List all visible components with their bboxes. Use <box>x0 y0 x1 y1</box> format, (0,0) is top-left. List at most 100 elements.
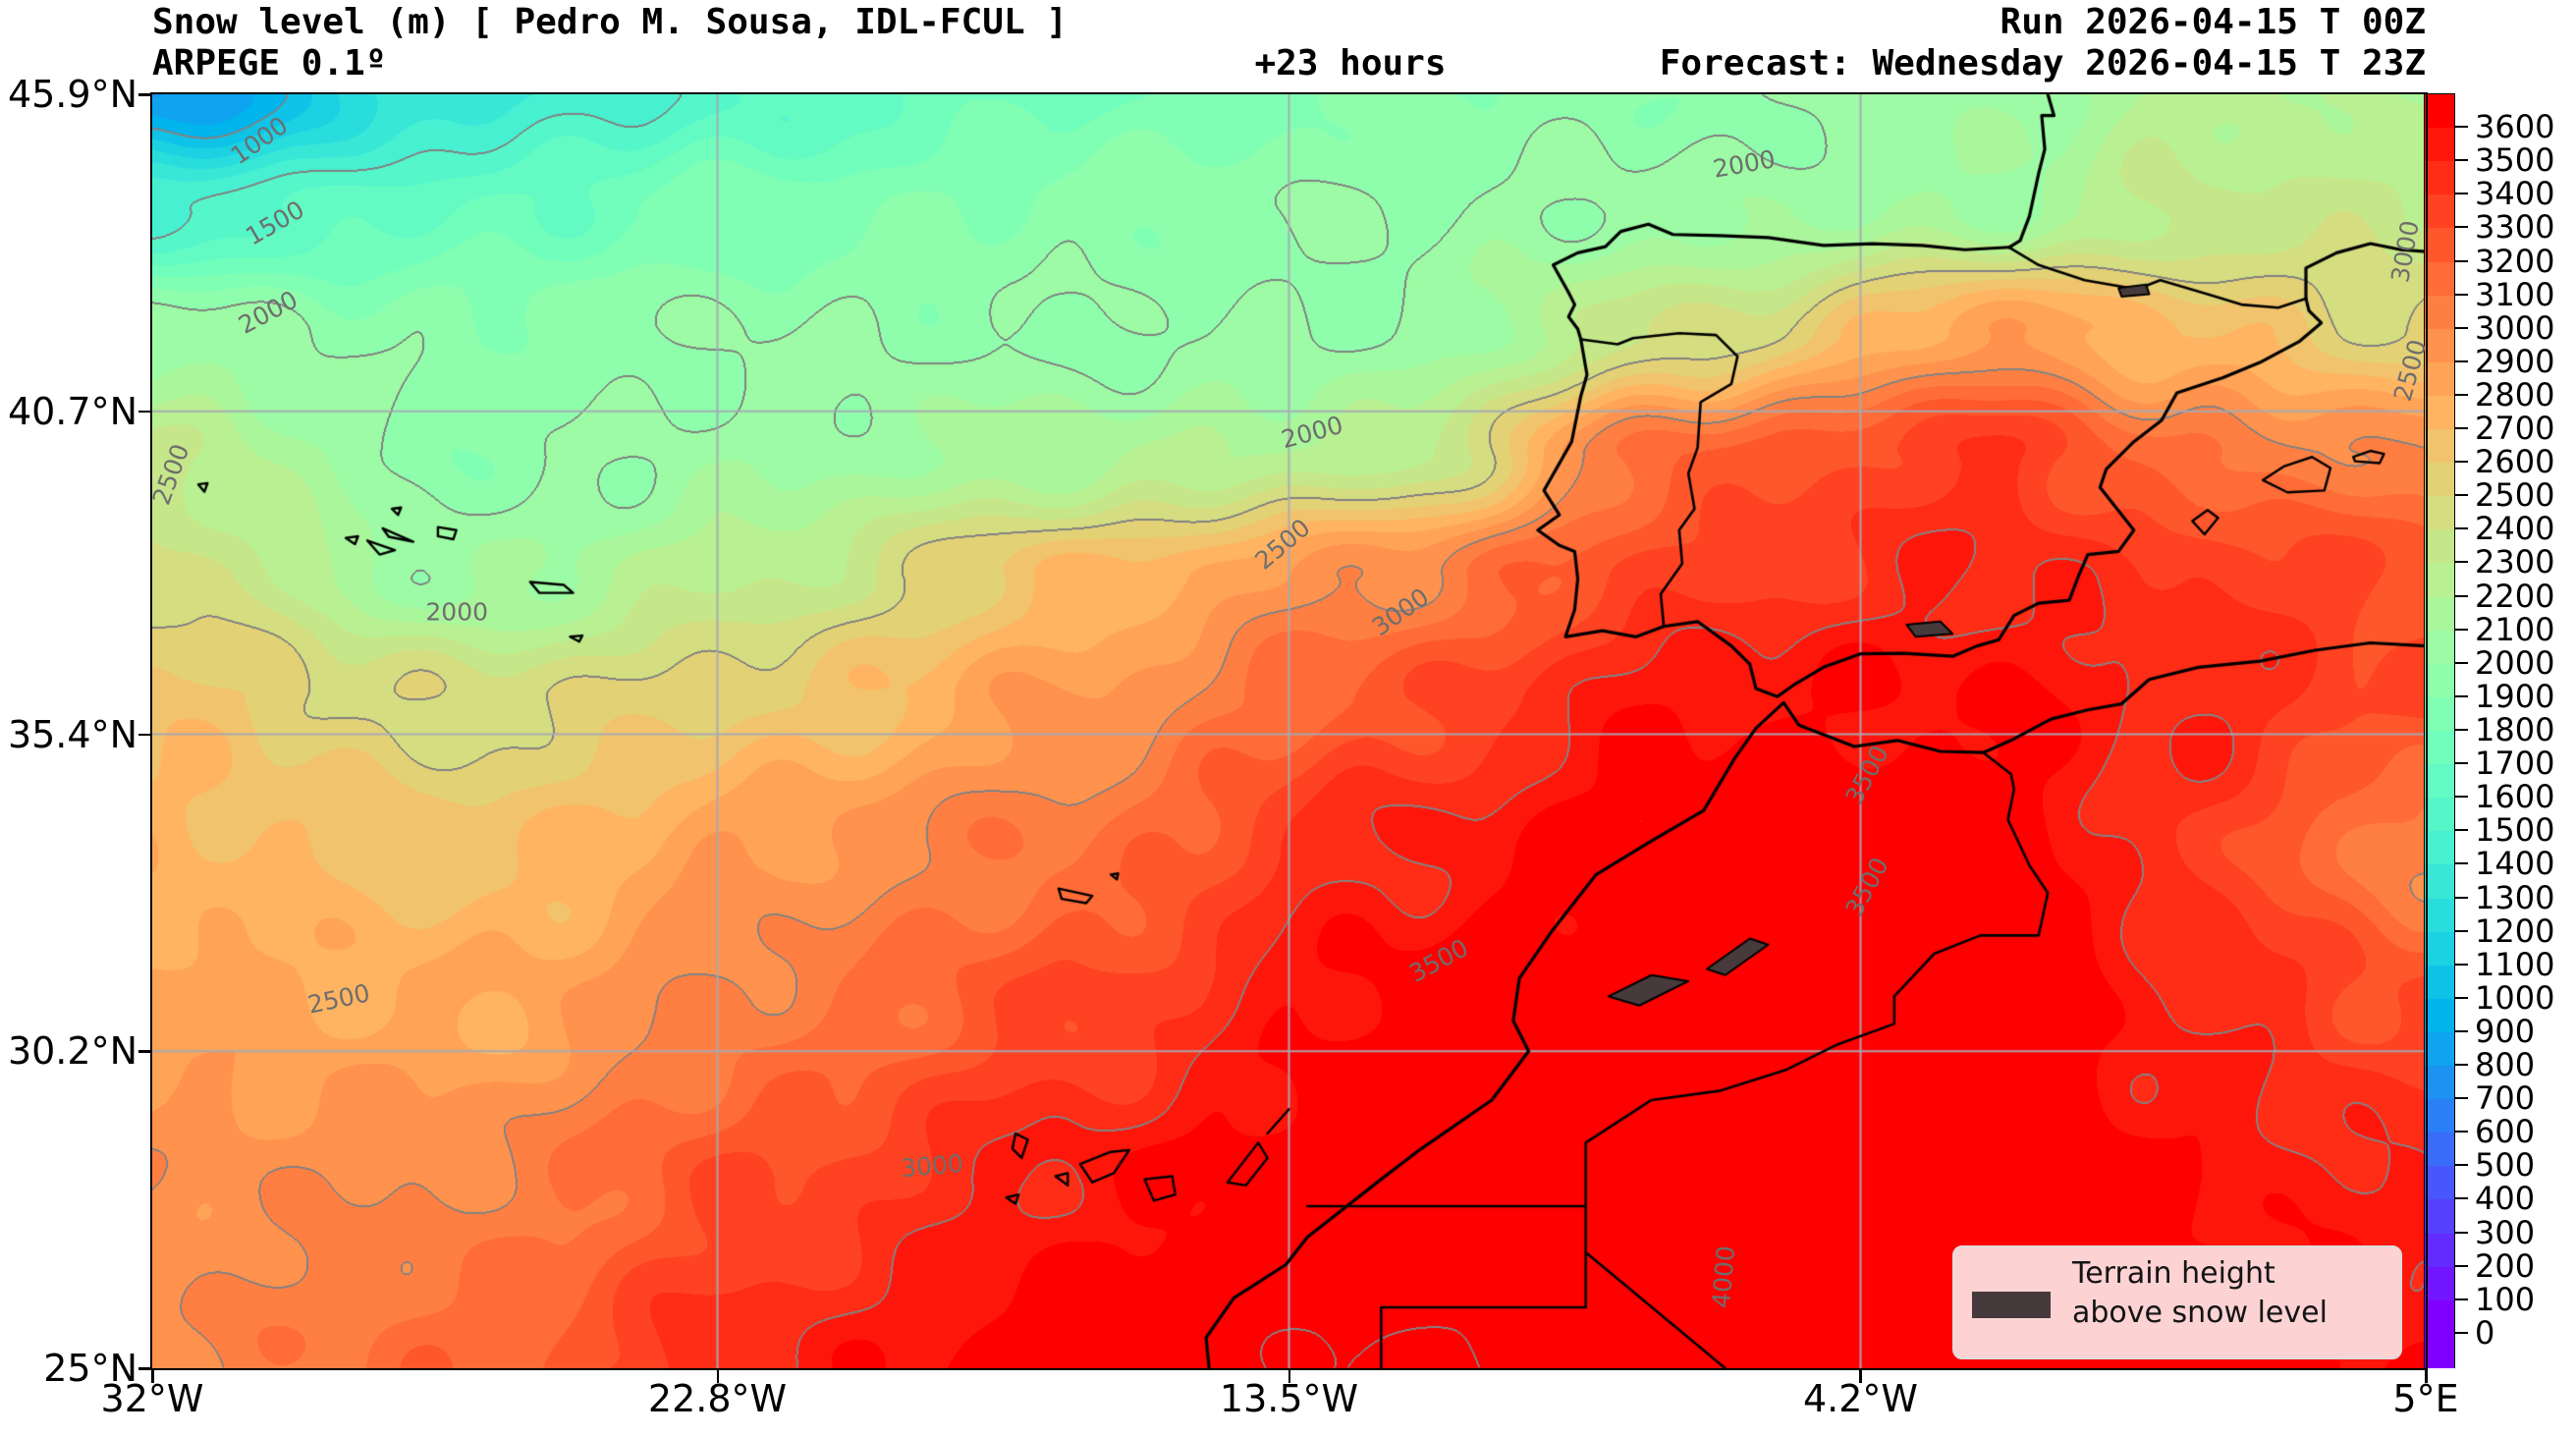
colorbar-segment <box>2425 864 2454 900</box>
colorbar-segment <box>2425 630 2454 665</box>
colorbar-tick-mark <box>2455 628 2468 631</box>
colorbar-tick-label: 3000 <box>2475 308 2555 347</box>
colorbar-tick-label: 400 <box>2475 1180 2536 1218</box>
colorbar-segment <box>2425 228 2454 263</box>
colorbar-tick-mark <box>2455 1331 2468 1334</box>
colorbar-tick-mark <box>2455 729 2468 731</box>
terrain-legend-swatch <box>1972 1292 2051 1318</box>
colorbar-segment <box>2425 764 2454 799</box>
contour-label: 2500 <box>2387 336 2433 405</box>
colorbar-segment <box>2425 1333 2454 1368</box>
contour-label: 3000 <box>900 1148 964 1183</box>
y-tick-mark <box>138 1050 151 1053</box>
colorbar-tick-label: 1600 <box>2475 778 2555 816</box>
colorbar-tick-label: 300 <box>2475 1213 2536 1251</box>
colorbar-tick-mark <box>2455 359 2468 362</box>
colorbar-segment <box>2425 128 2454 162</box>
colorbar-tick-mark <box>2455 661 2468 664</box>
contour-label: 3500 <box>1838 740 1894 809</box>
colorbar-tick-mark <box>2455 1164 2468 1167</box>
colorbar-segment <box>2425 1299 2454 1335</box>
colorbar-segment <box>2425 731 2454 765</box>
colorbar-tick-label: 2200 <box>2475 577 2555 615</box>
colorbar-tick-label: 2300 <box>2475 543 2555 581</box>
colorbar-tick-mark <box>2455 862 2468 865</box>
colorbar-tick-mark <box>2455 1064 2468 1067</box>
colorbar-tick-mark <box>2455 393 2468 396</box>
colorbar-tick-label: 3100 <box>2475 275 2555 313</box>
colorbar-segment <box>2425 1066 2454 1100</box>
snow-level-map-canvas <box>152 94 2426 1368</box>
colorbar-segment <box>2425 261 2454 297</box>
colorbar-segment <box>2425 463 2454 497</box>
y-tick-mark <box>138 410 151 414</box>
colorbar-tick-label: 2400 <box>2475 510 2555 548</box>
x-tick-mark <box>1288 1370 1290 1383</box>
lead-time-label: +23 hours <box>1254 43 1447 83</box>
colorbar-tick-label: 2900 <box>2475 342 2555 380</box>
contour-label: 2000 <box>1710 144 1778 185</box>
colorbar-tick-mark <box>2455 293 2468 296</box>
contour-label: 3500 <box>1404 933 1474 988</box>
x-tick-mark <box>716 1370 719 1383</box>
colorbar-tick-label: 700 <box>2475 1079 2536 1118</box>
colorbar-tick-label: 2700 <box>2475 410 2555 448</box>
colorbar-tick-mark <box>2455 594 2468 597</box>
colorbar-tick-mark <box>2455 1298 2468 1300</box>
colorbar-segment <box>2425 361 2454 397</box>
colorbar-tick-label: 800 <box>2475 1046 2536 1084</box>
colorbar-tick-mark <box>2455 829 2468 832</box>
colorbar-tick-label: 1100 <box>2475 945 2555 983</box>
colorbar-segment <box>2425 395 2454 430</box>
colorbar-segment <box>2425 563 2454 598</box>
colorbar-segment <box>2425 1233 2454 1268</box>
y-tick-mark <box>138 93 151 96</box>
colorbar-tick-mark <box>2455 1264 2468 1267</box>
colorbar-tick-mark <box>2455 1029 2468 1032</box>
colorbar-segment <box>2425 931 2454 967</box>
colorbar-tick-label: 2100 <box>2475 610 2555 648</box>
colorbar-segment <box>2425 663 2454 698</box>
colorbar-tick-label: 500 <box>2475 1146 2536 1185</box>
colorbar-tick-mark <box>2455 326 2468 329</box>
x-tick-label: 32°W <box>100 1377 204 1420</box>
colorbar-segment <box>2425 295 2454 330</box>
colorbar-tick-label: 3600 <box>2475 108 2555 146</box>
terrain-legend-line2: above snow level <box>2072 1296 2328 1330</box>
y-tick-label: 30.2°N <box>7 1029 137 1074</box>
x-tick-label: 13.5°W <box>1219 1377 1359 1420</box>
colorbar-segment <box>2425 1166 2454 1201</box>
colorbar-tick-mark <box>2455 796 2468 799</box>
y-tick-mark <box>138 733 151 737</box>
terrain-legend-line1: Terrain height <box>2072 1256 2275 1291</box>
colorbar-segment <box>2425 1199 2454 1235</box>
contour-label: 2500 <box>146 439 195 509</box>
run-time-label: Run 2026-04-15 T 00Z <box>2000 2 2426 42</box>
colorbar-segment <box>2425 161 2454 195</box>
terrain-legend: Terrain height above snow level <box>1952 1245 2402 1359</box>
page-title: Snow level (m) [ Pedro M. Sousa, IDL-FCU… <box>152 2 1068 42</box>
colorbar-segment <box>2425 898 2454 933</box>
colorbar-tick-label: 1900 <box>2475 677 2555 715</box>
colorbar-segment <box>2425 1099 2454 1133</box>
colorbar-tick-label: 1800 <box>2475 711 2555 748</box>
colorbar-tick-label: 3200 <box>2475 242 2555 280</box>
colorbar-tick-mark <box>2455 259 2468 262</box>
colorbar-tick-label: 1200 <box>2475 912 2555 950</box>
colorbar-segment <box>2425 965 2454 1000</box>
contour-labels-layer: 1000 1500 2000 2000 2000 2000 2500 2500 2500 2500… <box>146 94 2432 1368</box>
colorbar-segment <box>2425 1031 2454 1067</box>
colorbar-tick-mark <box>2455 126 2468 129</box>
contour-label: 3000 <box>1366 581 1435 641</box>
colorbar-segment <box>2425 696 2454 732</box>
colorbar-tick-label: 1000 <box>2475 978 2555 1017</box>
colorbar-tick-label: 2800 <box>2475 375 2555 414</box>
colorbar-segment <box>2425 429 2454 464</box>
colorbar-tick-label: 3300 <box>2475 208 2555 247</box>
forecast-time-label: Forecast: Wednesday 2026-04-15 T 23Z <box>1659 43 2426 83</box>
contour-label: 1500 <box>241 194 309 251</box>
colorbar-tick-mark <box>2455 193 2468 195</box>
colorbar-segment <box>2425 194 2454 230</box>
colorbar-tick-mark <box>2455 694 2468 697</box>
